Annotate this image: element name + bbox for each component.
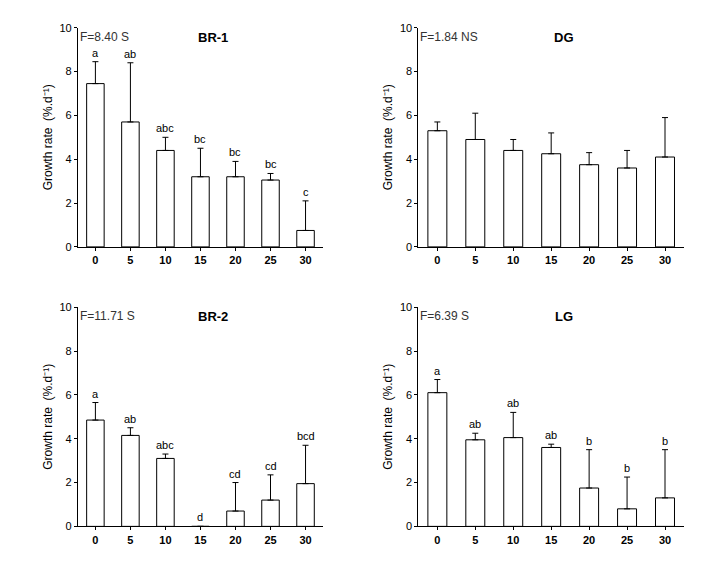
svg-text:15: 15 xyxy=(545,534,557,546)
svg-text:0: 0 xyxy=(434,254,440,266)
svg-text:0: 0 xyxy=(66,241,72,253)
svg-text:20: 20 xyxy=(583,254,595,266)
svg-text:6: 6 xyxy=(406,389,412,401)
svg-text:0: 0 xyxy=(434,534,440,546)
svg-text:bc: bc xyxy=(229,146,241,158)
svg-text:ab: ab xyxy=(507,397,519,409)
svg-text:0: 0 xyxy=(92,534,98,546)
svg-text:b: b xyxy=(624,462,630,474)
svg-text:b: b xyxy=(662,435,668,447)
svg-text:2: 2 xyxy=(66,197,72,209)
svg-text:a: a xyxy=(92,47,99,59)
svg-text:ab: ab xyxy=(469,418,481,430)
svg-text:30: 30 xyxy=(659,534,671,546)
svg-text:6: 6 xyxy=(406,109,412,121)
svg-text:25: 25 xyxy=(264,254,276,266)
svg-text:10: 10 xyxy=(59,22,71,34)
svg-text:F=11.71 S: F=11.71 S xyxy=(80,309,135,323)
svg-text:20: 20 xyxy=(229,534,241,546)
svg-text:d: d xyxy=(197,511,203,523)
svg-text:6: 6 xyxy=(66,109,72,121)
svg-text:F=8.40 S: F=8.40 S xyxy=(80,30,129,44)
svg-text:10: 10 xyxy=(507,534,519,546)
svg-text:F=6.39 S: F=6.39 S xyxy=(420,309,469,323)
svg-text:0: 0 xyxy=(66,520,72,532)
svg-text:6: 6 xyxy=(66,389,72,401)
svg-text:25: 25 xyxy=(621,534,633,546)
svg-text:cd: cd xyxy=(229,468,241,480)
svg-text:4: 4 xyxy=(66,433,72,445)
svg-text:4: 4 xyxy=(406,433,412,445)
svg-text:2: 2 xyxy=(406,476,412,488)
svg-text:4: 4 xyxy=(66,153,72,165)
svg-text:a: a xyxy=(434,365,441,377)
svg-text:ab: ab xyxy=(124,48,136,60)
svg-text:b: b xyxy=(586,435,592,447)
svg-text:15: 15 xyxy=(194,254,206,266)
svg-text:0: 0 xyxy=(406,241,412,253)
svg-text:F=1.84 NS: F=1.84 NS xyxy=(420,30,478,44)
svg-text:10: 10 xyxy=(507,254,519,266)
svg-text:15: 15 xyxy=(545,254,557,266)
svg-text:5: 5 xyxy=(127,254,133,266)
svg-text:10: 10 xyxy=(159,534,171,546)
svg-text:ab: ab xyxy=(124,413,136,425)
svg-text:Growth rate (%.d⁻¹): Growth rate (%.d⁻¹) xyxy=(41,364,55,470)
svg-text:5: 5 xyxy=(472,254,478,266)
svg-text:a: a xyxy=(92,388,99,400)
svg-text:25: 25 xyxy=(264,534,276,546)
svg-text:20: 20 xyxy=(229,254,241,266)
svg-text:10: 10 xyxy=(400,22,412,34)
svg-text:2: 2 xyxy=(406,197,412,209)
svg-text:8: 8 xyxy=(66,345,72,357)
svg-text:bc: bc xyxy=(194,133,206,145)
svg-text:5: 5 xyxy=(127,534,133,546)
svg-text:10: 10 xyxy=(59,301,71,313)
svg-text:Growth rate (%.d⁻¹): Growth rate (%.d⁻¹) xyxy=(381,84,395,190)
svg-text:20: 20 xyxy=(583,534,595,546)
svg-text:BR-2: BR-2 xyxy=(198,309,228,324)
svg-text:5: 5 xyxy=(472,534,478,546)
svg-text:abc: abc xyxy=(156,122,174,134)
svg-text:10: 10 xyxy=(159,254,171,266)
svg-text:bcd: bcd xyxy=(297,430,315,442)
svg-text:Growth rate (%.d⁻¹): Growth rate (%.d⁻¹) xyxy=(381,364,395,470)
svg-text:BR-1: BR-1 xyxy=(198,30,228,45)
svg-text:8: 8 xyxy=(406,345,412,357)
svg-text:cd: cd xyxy=(265,460,277,472)
svg-text:ab: ab xyxy=(545,429,557,441)
svg-text:Growth rate (%.d⁻¹): Growth rate (%.d⁻¹) xyxy=(41,84,55,190)
svg-text:2: 2 xyxy=(66,476,72,488)
svg-text:LG: LG xyxy=(555,309,573,324)
svg-text:30: 30 xyxy=(299,254,311,266)
svg-text:30: 30 xyxy=(659,254,671,266)
svg-text:c: c xyxy=(303,186,309,198)
svg-text:0: 0 xyxy=(92,254,98,266)
svg-text:DG: DG xyxy=(554,30,574,45)
svg-text:8: 8 xyxy=(406,65,412,77)
svg-text:abc: abc xyxy=(156,439,174,451)
svg-text:25: 25 xyxy=(621,254,633,266)
svg-text:8: 8 xyxy=(66,65,72,77)
svg-text:10: 10 xyxy=(400,301,412,313)
svg-text:4: 4 xyxy=(406,153,412,165)
svg-text:30: 30 xyxy=(299,534,311,546)
svg-text:bc: bc xyxy=(265,158,277,170)
svg-text:15: 15 xyxy=(194,534,206,546)
svg-text:0: 0 xyxy=(406,520,412,532)
